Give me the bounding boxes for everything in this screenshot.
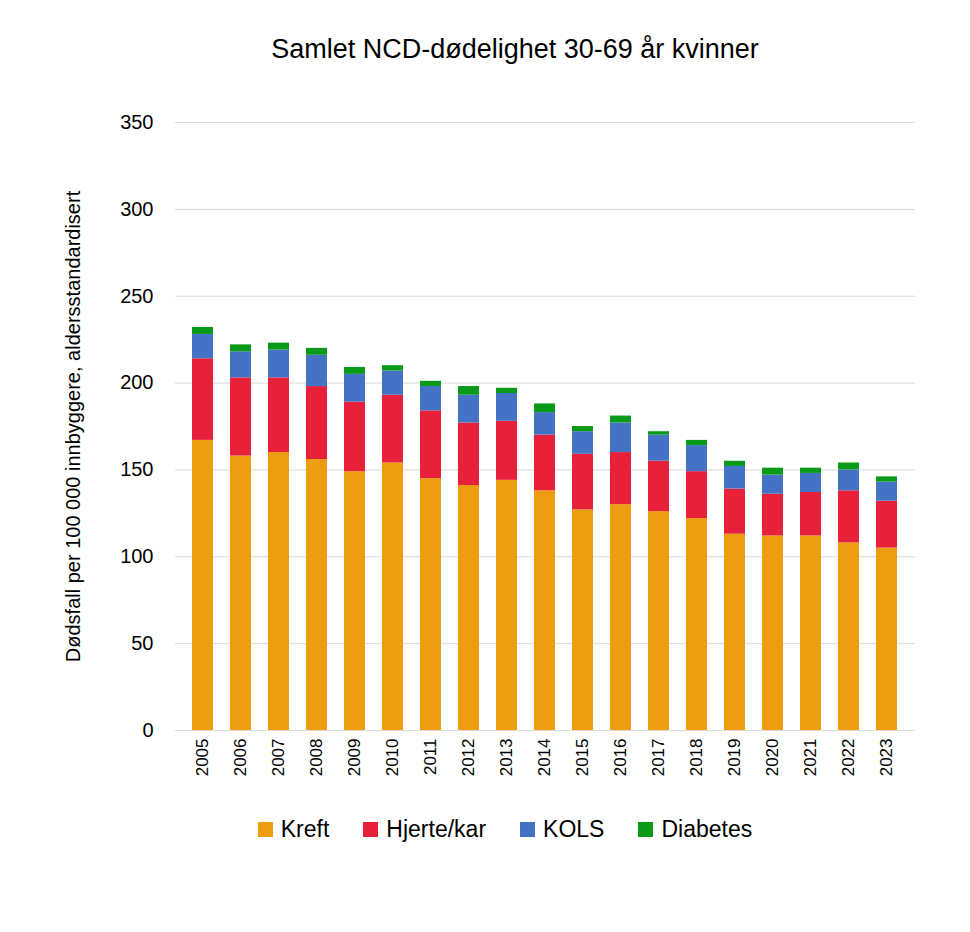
svg-text:2015: 2015	[573, 739, 592, 777]
svg-text:Dødsfall per 100 000 innbygger: Dødsfall per 100 000 innbyggere, alderss…	[62, 190, 84, 662]
svg-text:2013: 2013	[497, 739, 516, 777]
svg-text:2016: 2016	[611, 739, 630, 777]
svg-text:2011: 2011	[421, 739, 440, 776]
html-text:KOLS: KOLS	[543, 816, 605, 842]
svg-text:2006: 2006	[231, 739, 250, 777]
html-text:Hjerte/kar: Hjerte/kar	[386, 816, 487, 842]
svg-text:2014: 2014	[535, 739, 554, 777]
svg-text:2021: 2021	[801, 739, 820, 777]
html-text:Kreft: Kreft	[280, 816, 330, 842]
svg-text:2010: 2010	[383, 739, 402, 777]
svg-text:350: 350	[120, 111, 153, 133]
html-text:Samlet NCD-dødelighet 30-69 år: Samlet NCD-dødelighet 30-69 år kvinner	[271, 34, 759, 64]
svg-text:2012: 2012	[459, 739, 478, 777]
svg-text:2005: 2005	[193, 739, 212, 777]
svg-text:0: 0	[142, 719, 153, 741]
svg-text:2019: 2019	[725, 739, 744, 777]
svg-text:2009: 2009	[345, 739, 364, 777]
svg-text:2022: 2022	[839, 739, 858, 777]
svg-text:250: 250	[120, 285, 153, 307]
svg-text:300: 300	[120, 198, 153, 220]
svg-text:2007: 2007	[269, 739, 288, 777]
svg-text:50: 50	[131, 632, 153, 654]
svg-text:2008: 2008	[307, 739, 326, 777]
svg-text:2018: 2018	[687, 739, 706, 777]
svg-text:200: 200	[120, 371, 153, 393]
svg-text:2023: 2023	[877, 739, 896, 777]
html-text:Diabetes: Diabetes	[661, 816, 753, 842]
svg-text:2020: 2020	[763, 739, 782, 777]
svg-text:100: 100	[120, 545, 153, 567]
svg-text:2017: 2017	[649, 739, 668, 777]
svg-text:150: 150	[120, 458, 153, 480]
